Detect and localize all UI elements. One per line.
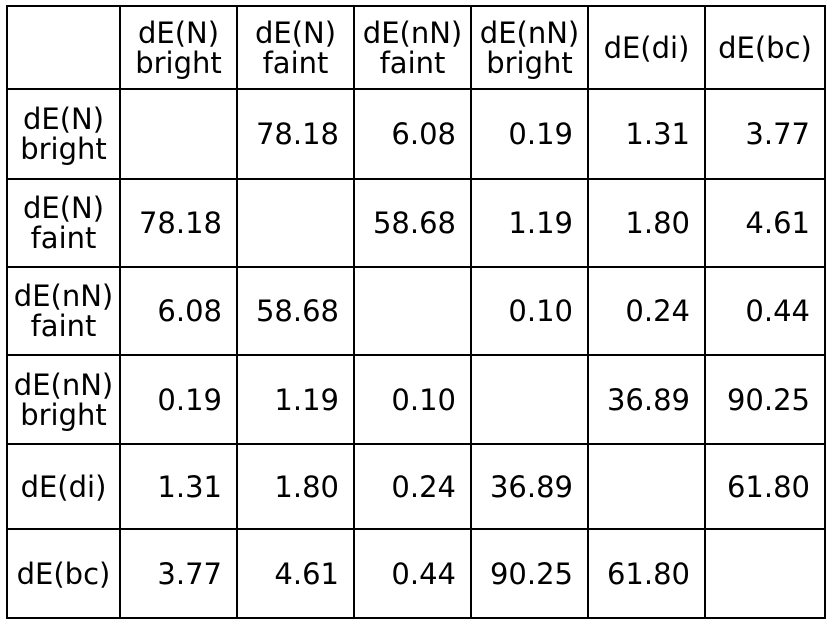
table-cell: 3.77 (704, 88, 826, 180)
table-cell (353, 266, 472, 356)
table-cell: 1.19 (236, 354, 355, 445)
table-cell (236, 178, 355, 268)
table-cell: 0.10 (470, 266, 589, 356)
row-header-3: dE(nN) faint (6, 266, 121, 356)
table-cell: 58.68 (236, 266, 355, 356)
table-cell: 61.80 (587, 528, 706, 619)
table-cell: 61.80 (704, 443, 826, 530)
table-cell: 1.80 (587, 178, 706, 268)
col-header-6: dE(bc) (704, 5, 826, 90)
table-cell (587, 443, 706, 530)
col-header-3: dE(nN) faint (353, 5, 472, 90)
row-header-2: dE(N) faint (6, 178, 121, 268)
row-header-4: dE(nN) bright (6, 354, 121, 445)
table-cell: 1.31 (587, 88, 706, 180)
table-cell: 90.25 (470, 528, 589, 619)
row-header-1: dE(N) bright (6, 88, 121, 180)
corner-cell (6, 5, 121, 90)
distance-matrix-container: dE(N) bright dE(N) faint dE(nN) faint dE… (6, 5, 826, 619)
table-cell: 3.77 (119, 528, 238, 619)
table-cell: 0.10 (353, 354, 472, 445)
table-cell (470, 354, 589, 445)
row-header-6: dE(bc) (6, 528, 121, 619)
table-cell: 0.19 (470, 88, 589, 180)
table-cell: 4.61 (704, 178, 826, 268)
table-row: dE(nN) faint 6.08 58.68 0.10 0.24 0.44 (6, 266, 826, 356)
table-cell: 90.25 (704, 354, 826, 445)
table-cell: 1.80 (236, 443, 355, 530)
table-cell: 6.08 (353, 88, 472, 180)
table-cell: 1.31 (119, 443, 238, 530)
table-cell (704, 528, 826, 619)
table-cell: 0.44 (704, 266, 826, 356)
table-row: dE(nN) bright 0.19 1.19 0.10 36.89 90.25 (6, 354, 826, 445)
table-row: dE(bc) 3.77 4.61 0.44 90.25 61.80 (6, 528, 826, 619)
distance-matrix-table: dE(N) bright dE(N) faint dE(nN) faint dE… (6, 5, 826, 619)
table-cell: 58.68 (353, 178, 472, 268)
col-header-2: dE(N) faint (236, 5, 355, 90)
table-cell: 1.19 (470, 178, 589, 268)
table-cell: 0.44 (353, 528, 472, 619)
table-cell: 0.24 (587, 266, 706, 356)
col-header-5: dE(di) (587, 5, 706, 90)
table-row: dE(N) faint 78.18 58.68 1.19 1.80 4.61 (6, 178, 826, 268)
table-cell: 36.89 (470, 443, 589, 530)
table-cell: 0.19 (119, 354, 238, 445)
table-cell: 0.24 (353, 443, 472, 530)
table-cell: 6.08 (119, 266, 238, 356)
table-row: dE(N) bright 78.18 6.08 0.19 1.31 3.77 (6, 88, 826, 180)
table-cell: 36.89 (587, 354, 706, 445)
table-row: dE(di) 1.31 1.80 0.24 36.89 61.80 (6, 443, 826, 530)
table-cell: 4.61 (236, 528, 355, 619)
col-header-1: dE(N) bright (119, 5, 238, 90)
header-row: dE(N) bright dE(N) faint dE(nN) faint dE… (6, 5, 826, 90)
table-cell (119, 88, 238, 180)
row-header-5: dE(di) (6, 443, 121, 530)
col-header-4: dE(nN) bright (470, 5, 589, 90)
table-cell: 78.18 (119, 178, 238, 268)
table-cell: 78.18 (236, 88, 355, 180)
